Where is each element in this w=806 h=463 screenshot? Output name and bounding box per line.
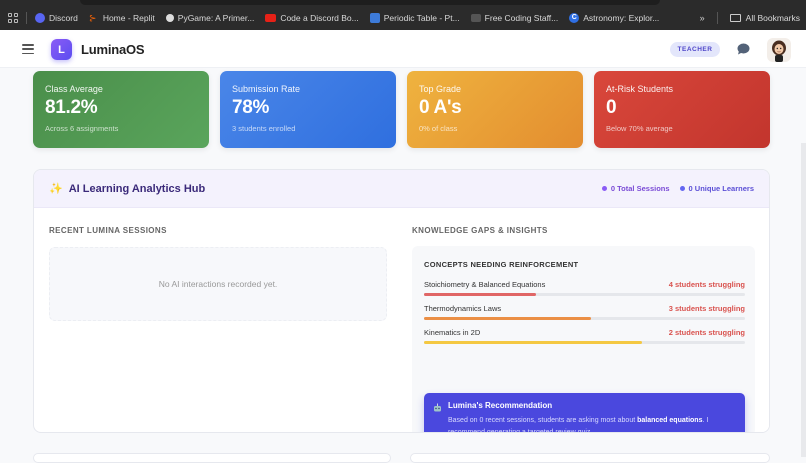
hub-stats: 0 Total Sessions 0 Unique Learners xyxy=(592,184,754,193)
stat-subtext: 3 students enrolled xyxy=(232,124,296,133)
browser-chrome: Discord ⊱ Home - Replit PyGame: A Primer… xyxy=(0,0,806,30)
avatar[interactable] xyxy=(767,38,791,62)
menu-icon[interactable] xyxy=(22,44,34,54)
all-bookmarks-button[interactable]: All Bookmarks xyxy=(729,13,800,23)
more-bookmarks-button[interactable]: » xyxy=(699,13,705,23)
discord-icon xyxy=(35,13,45,23)
unique-learners-stat: 0 Unique Learners xyxy=(679,184,754,193)
concept-name: Thermodynamics Laws xyxy=(424,304,502,313)
bookmarks-bar: Discord ⊱ Home - Replit PyGame: A Primer… xyxy=(0,8,806,28)
bookmark-label: Code a Discord Bo... xyxy=(280,13,359,23)
app-header: L LuminaOS TEACHER xyxy=(0,30,806,68)
stat-subtext: Across 6 assignments xyxy=(45,124,119,133)
all-bookmarks-label: All Bookmarks xyxy=(745,13,800,23)
bookmark-astronomy[interactable]: C Astronomy: Explor... xyxy=(569,13,659,23)
bookmark-label: PyGame: A Primer... xyxy=(177,13,255,23)
stat-value: 0 xyxy=(606,97,617,118)
recommendation-title: Lumina's Recommendation xyxy=(448,401,553,410)
scrollbar[interactable] xyxy=(801,143,806,457)
youtube-icon xyxy=(265,14,277,22)
knowledge-gaps-section: KNOWLEDGE GAPS & INSIGHTS CONCEPTS NEEDI… xyxy=(401,208,769,433)
knowledge-gaps-title: KNOWLEDGE GAPS & INSIGHTS xyxy=(412,226,548,235)
pygame-icon xyxy=(165,14,174,22)
concept-count: 3 students struggling xyxy=(668,304,745,313)
bookmark-label: Periodic Table - Pt... xyxy=(383,13,460,23)
concept-count: 4 students struggling xyxy=(668,280,745,289)
robot-icon xyxy=(434,403,441,412)
concept-row[interactable]: Kinematics in 2D 2 students struggling xyxy=(424,328,745,344)
ai-analytics-hub: ✨ AI Learning Analytics Hub 0 Total Sess… xyxy=(33,169,770,433)
recommendation-text: Based on 0 recent sessions, students are… xyxy=(448,415,735,433)
total-sessions-text: 0 Total Sessions xyxy=(610,184,670,193)
bookmark-replit[interactable]: ⊱ Home - Replit xyxy=(89,13,155,23)
progress-bar xyxy=(424,317,745,320)
dot-icon xyxy=(679,186,685,191)
recent-sessions-title: RECENT LUMINA SESSIONS xyxy=(49,226,167,235)
recommendation-text-part: Based on 0 recent sessions, students are… xyxy=(448,417,638,424)
bookmark-label: Home - Replit xyxy=(102,13,155,23)
stat-label: Submission Rate xyxy=(232,84,301,94)
stat-label: At-Risk Students xyxy=(606,84,674,94)
stat-card-top-grade[interactable]: Top Grade 0 A's 0% of class xyxy=(407,71,583,148)
monitor-icon xyxy=(470,14,481,22)
stat-value: 81.2% xyxy=(45,97,98,118)
concept-count: 2 students struggling xyxy=(668,328,745,337)
folder-icon xyxy=(729,14,741,22)
bottom-card-left xyxy=(33,453,391,463)
hub-title-text: AI Learning Analytics Hub xyxy=(68,182,206,195)
concept-row[interactable]: Thermodynamics Laws 3 students strugglin… xyxy=(424,304,745,320)
stat-value: 0 A's xyxy=(419,97,462,118)
recommendation-highlight: balanced equations xyxy=(637,417,703,424)
periodic-table-icon xyxy=(369,13,380,23)
app-name: LuminaOS xyxy=(81,42,145,57)
progress-fill xyxy=(424,341,643,344)
dot-icon xyxy=(601,186,607,191)
concept-name: Stoichiometry & Balanced Equations xyxy=(424,280,546,289)
concept-name: Kinematics in 2D xyxy=(424,328,481,337)
bookmark-label: Free Coding Staff... xyxy=(484,13,559,23)
recommendation-card[interactable]: Lumina's Recommendation Based on 0 recen… xyxy=(424,393,745,433)
total-sessions-stat: 0 Total Sessions xyxy=(601,184,670,193)
progress-bar xyxy=(424,293,745,296)
stat-card-class-average[interactable]: Class Average 81.2% Across 6 assignments xyxy=(33,71,209,148)
bookmark-free-coding[interactable]: Free Coding Staff... xyxy=(470,13,559,23)
stat-subtext: 0% of class xyxy=(419,124,458,133)
unique-learners-text: 0 Unique Learners xyxy=(688,184,754,193)
bookmark-pygame[interactable]: PyGame: A Primer... xyxy=(165,13,255,23)
bookmark-label: Astronomy: Explor... xyxy=(583,13,660,23)
divider xyxy=(26,12,27,24)
replit-icon: ⊱ xyxy=(88,13,97,23)
bookmark-discord[interactable]: Discord xyxy=(35,13,78,23)
stat-value: 78% xyxy=(232,97,270,118)
bookmark-periodic-table[interactable]: Periodic Table - Pt... xyxy=(369,13,460,23)
role-badge: TEACHER xyxy=(670,42,720,57)
stat-label: Top Grade xyxy=(419,84,462,94)
stat-card-submission-rate[interactable]: Submission Rate 78% 3 students enrolled xyxy=(220,71,396,148)
divider xyxy=(716,12,718,24)
concept-row[interactable]: Stoichiometry & Balanced Equations 4 stu… xyxy=(424,280,745,296)
progress-bar xyxy=(424,341,745,344)
chat-bubble-icon[interactable] xyxy=(737,43,750,55)
tab-strip xyxy=(80,0,660,5)
hub-title: ✨ AI Learning Analytics Hub xyxy=(49,182,206,196)
recommendation-text-part: . I recommend generating a targeted revi… xyxy=(448,417,709,433)
c-logo-icon: C xyxy=(569,13,580,23)
sparkle-icon: ✨ xyxy=(49,183,63,195)
stat-label: Class Average xyxy=(45,84,103,94)
empty-sessions-box: No AI interactions recorded yet. xyxy=(49,247,387,321)
progress-fill xyxy=(424,293,537,296)
concepts-title: CONCEPTS NEEDING REINFORCEMENT xyxy=(424,260,579,269)
bottom-card-right xyxy=(410,453,770,463)
progress-fill xyxy=(424,317,591,320)
concepts-box: CONCEPTS NEEDING REINFORCEMENT Stoichiom… xyxy=(412,246,755,433)
hub-header: ✨ AI Learning Analytics Hub 0 Total Sess… xyxy=(34,170,769,208)
logo[interactable]: L xyxy=(51,39,72,60)
bookmark-label: Discord xyxy=(49,13,78,23)
apps-grid-icon[interactable] xyxy=(8,13,18,23)
stat-card-at-risk[interactable]: At-Risk Students 0 Below 70% average xyxy=(594,71,770,148)
empty-message: No AI interactions recorded yet. xyxy=(158,279,278,289)
stat-subtext: Below 70% average xyxy=(606,124,673,133)
bookmark-youtube[interactable]: Code a Discord Bo... xyxy=(265,13,359,23)
user-avatar-icon xyxy=(772,40,786,62)
